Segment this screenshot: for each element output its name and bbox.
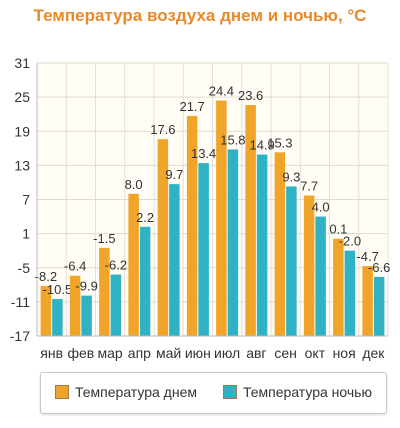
x-tick-label: фев [68,345,95,361]
bar-night [81,295,92,336]
bar-day [186,115,198,336]
data-label-day: 17.6 [150,122,175,137]
data-label-day: 24.4 [209,84,234,99]
bar-day [216,100,227,336]
bar-night [139,226,151,336]
y-tick-label: -17 [10,328,30,344]
x-tick-label: окт [305,345,326,361]
data-label-night: 15.8 [220,132,245,147]
bar-day [157,139,169,336]
data-label-day: -6.4 [64,259,86,274]
data-label-night: -10.5 [43,282,73,297]
y-tick-label: 31 [14,55,30,71]
data-label-night: 2.2 [136,210,154,225]
data-label-night: -6.2 [105,258,127,273]
x-tick-label: май [156,345,181,361]
y-tick-label: -5 [18,260,31,276]
bar-day [128,193,139,336]
bar-night [169,184,180,336]
data-label-night: 9.3 [282,169,300,184]
x-tick-label: июн [185,345,211,361]
data-label-day: -1.5 [93,231,115,246]
legend-swatch-day [55,385,69,399]
bar-day [99,247,110,336]
x-tick-label: июл [214,345,240,361]
data-label-night: -6.6 [368,260,390,275]
legend-item-day: Температура днем [55,384,197,400]
data-label-day: 23.6 [238,88,263,103]
y-tick-label: -11 [11,294,30,310]
legend-label-day: Температура днем [75,384,197,400]
x-tick-label: ноя [333,345,356,361]
data-label-day: 0.1 [329,222,347,237]
bar-night [110,274,122,336]
x-tick-label: янв [40,345,63,361]
data-label-night: -2.0 [339,234,361,249]
chart-legend: Температура днем Температура ночью [40,372,387,414]
bar-day [362,266,373,336]
bar-day [333,238,344,336]
data-label-day: -8.2 [35,269,57,284]
bar-night [344,250,356,336]
data-label-night: -9.9 [75,279,97,294]
x-tick-label: авг [246,345,266,361]
x-tick-label: мар [98,345,123,361]
x-tick-label: дек [362,345,385,361]
y-tick-label: 1 [22,226,30,242]
bar-night [315,216,326,336]
bar-night [52,299,63,336]
bar-day [303,195,315,336]
data-label-day: 8.0 [125,177,143,192]
bar-night [256,154,268,336]
data-label-day: 7.7 [300,179,318,194]
x-tick-label: апр [128,345,151,361]
data-label-night: 13.4 [191,146,216,161]
bar-day [245,105,256,337]
bar-night [286,186,297,336]
bar-day [69,275,81,336]
data-label-night: 14.9 [249,138,274,153]
data-label-day: -4.7 [356,249,378,264]
y-tick-label: 7 [22,192,30,208]
y-tick-label: 19 [14,123,30,139]
y-tick-label: 13 [14,157,30,173]
bar-night [227,149,239,336]
data-label-night: 9.7 [165,167,183,182]
bar-night [198,163,209,336]
data-label-day: 21.7 [179,99,204,114]
legend-label-night: Температура ночью [243,384,372,400]
bar-day [274,152,286,336]
bar-night [373,276,385,336]
legend-item-night: Температура ночью [223,384,372,400]
y-tick-label: 25 [14,89,30,105]
data-label-night: 4.0 [312,200,330,215]
legend-swatch-night [223,385,237,399]
chart-title: Температура воздуха днем и ночью, °C [33,6,367,25]
bar-day [40,285,52,336]
x-tick-label: сен [274,345,297,361]
data-label-day: 15.3 [267,135,292,150]
